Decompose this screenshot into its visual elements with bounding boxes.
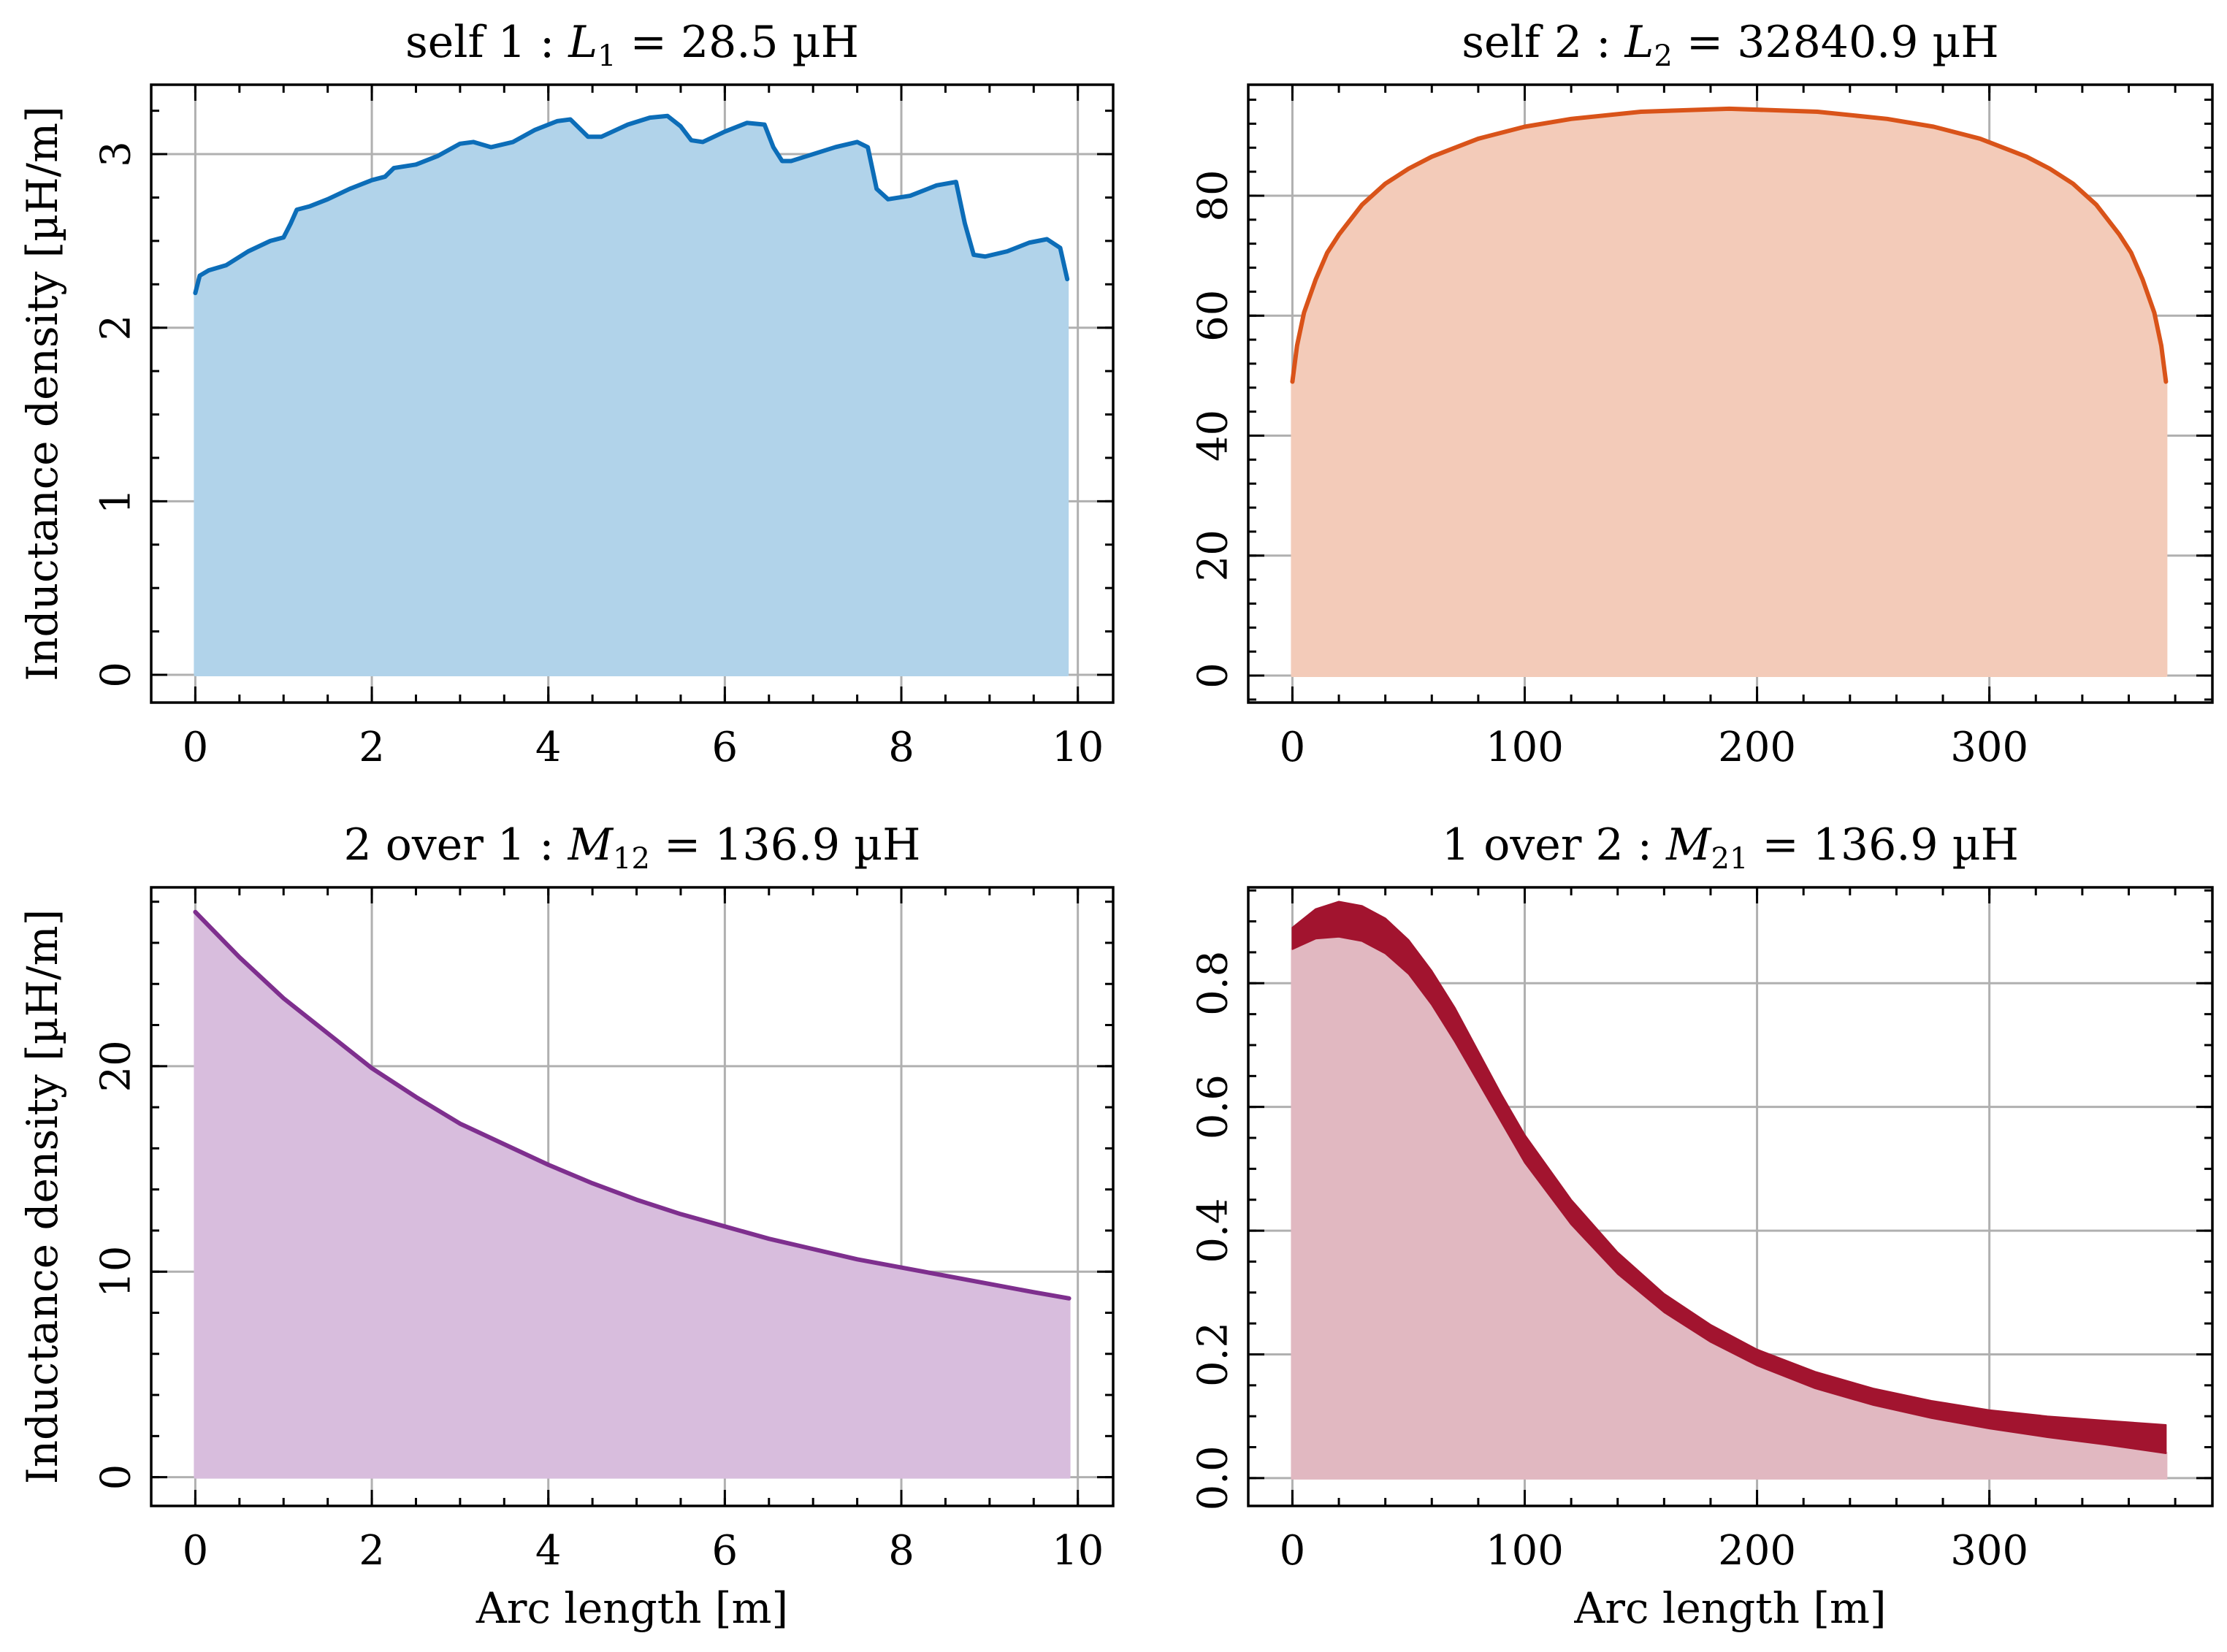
x-tick-label: 100 xyxy=(1486,1527,1564,1575)
title-subscript: 21 xyxy=(1711,842,1749,876)
y-tick-label: 10 xyxy=(93,1246,140,1298)
x-tick-label: 100 xyxy=(1486,724,1564,771)
y-tick-label: 20 xyxy=(93,1040,140,1092)
x-tick-label: 0 xyxy=(183,1527,209,1575)
x-axis-label: Arc length [m] xyxy=(1573,1583,1886,1633)
y-tick-label: 0.2 xyxy=(1190,1322,1237,1387)
y-tick-label: 0.0 xyxy=(1190,1445,1237,1510)
y-tick-label: 0.6 xyxy=(1190,1074,1237,1139)
y-axis-label: Inductance density [µH/m] xyxy=(18,106,67,681)
y-tick-label: 2 xyxy=(93,315,140,341)
x-tick-label: 10 xyxy=(1052,1527,1104,1575)
x-tick-label: 2 xyxy=(359,1527,385,1575)
title-symbol: M xyxy=(1665,819,1712,871)
series-line xyxy=(1290,106,2169,384)
x-tick-label: 0 xyxy=(183,724,209,771)
y-tick-label: 0 xyxy=(93,1464,140,1491)
x-tick-label: 0 xyxy=(1280,724,1306,771)
series-line xyxy=(193,909,1072,1301)
x-tick-label: 8 xyxy=(888,1527,914,1575)
area-fill xyxy=(1291,107,2168,678)
area-fill xyxy=(1291,935,2168,1480)
x-tick-label: 200 xyxy=(1718,1527,1796,1575)
x-tick-label: 8 xyxy=(888,724,914,771)
y-tick-label: 0 xyxy=(93,662,140,688)
panel-title: self 1 : L1 = 28.5 µH xyxy=(405,17,859,73)
y-tick-label: 3 xyxy=(93,141,140,167)
panel-title: self 2 : L2 = 32840.9 µH xyxy=(1462,17,1999,73)
title-value: = 28.5 µH xyxy=(616,17,859,68)
area-fill xyxy=(194,910,1071,1479)
title-prefix: self 1 : xyxy=(405,17,568,68)
title-subscript: 12 xyxy=(613,842,650,876)
x-tick-label: 10 xyxy=(1052,724,1104,771)
title-value: = 136.9 µH xyxy=(1748,819,2019,871)
panel-title: 2 over 1 : M12 = 136.9 µH xyxy=(344,819,921,876)
y-tick-label: 80 xyxy=(1190,169,1237,221)
x-tick-label: 6 xyxy=(712,1527,738,1575)
title-subscript: 1 xyxy=(597,39,616,73)
title-value: = 32840.9 µH xyxy=(1673,17,1999,68)
title-prefix: 1 over 2 : xyxy=(1442,819,1666,871)
y-tick-label: 20 xyxy=(1190,529,1237,581)
y-axis-label: Inductance density [µH/m] xyxy=(18,909,67,1484)
title-symbol: L xyxy=(1624,17,1654,68)
y-tick-label: 0.4 xyxy=(1190,1198,1237,1263)
panel-title: 1 over 2 : M21 = 136.9 µH xyxy=(1442,819,2019,876)
title-subscript: 2 xyxy=(1654,39,1672,73)
x-tick-label: 4 xyxy=(535,1527,562,1575)
y-tick-label: 0.8 xyxy=(1190,951,1237,1016)
y-tick-label: 0 xyxy=(1190,662,1237,689)
series-line xyxy=(193,113,1070,296)
plot-frame xyxy=(150,886,1115,1507)
x-tick-label: 4 xyxy=(535,724,562,771)
title-symbol: M xyxy=(568,819,614,871)
y-tick-label: 60 xyxy=(1190,290,1237,342)
plot-frame xyxy=(150,83,1115,704)
title-value: = 136.9 µH xyxy=(650,819,921,871)
panel-2-over-1: 0 2 4 6 8 10 0 10 20 2 over 1 : M12 = 136.9 µH Ind… xyxy=(18,819,1115,1633)
x-tick-label: 300 xyxy=(1950,1527,2028,1575)
series-band xyxy=(1291,900,2167,1455)
y-tick-label: 1 xyxy=(93,489,140,515)
y-tick-label: 40 xyxy=(1190,410,1237,462)
plot-frame xyxy=(1247,886,2214,1507)
x-axis-label: Arc length [m] xyxy=(475,1583,788,1633)
x-tick-label: 2 xyxy=(359,724,385,771)
panel-self-2: 0 100 200 300 0 20 40 60 80 self 2 : L2 = 32840.9… xyxy=(1190,17,2214,771)
title-prefix: self 2 : xyxy=(1462,17,1624,68)
x-tick-label: 0 xyxy=(1280,1527,1306,1575)
title-prefix: 2 over 1 : xyxy=(344,819,568,871)
x-tick-label: 300 xyxy=(1950,724,2028,771)
panel-1-over-2: 0 100 200 300 0.0 0.2 0.4 0.6 0.8 1 over 2 : M21 … xyxy=(1190,819,2214,1633)
plot-frame xyxy=(1247,83,2214,704)
x-tick-label: 6 xyxy=(712,724,738,771)
title-symbol: L xyxy=(568,17,597,68)
x-tick-label: 200 xyxy=(1718,724,1796,771)
